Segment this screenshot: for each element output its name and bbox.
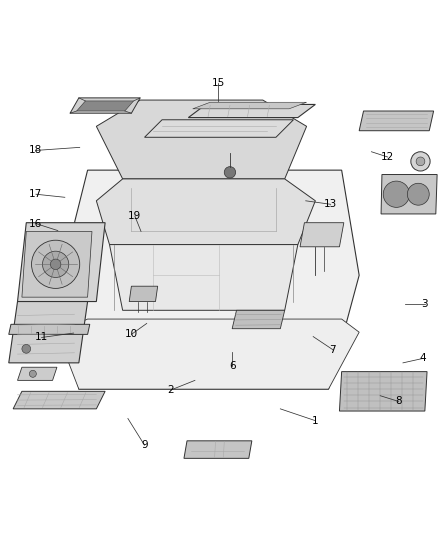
Circle shape [411,152,430,171]
Polygon shape [232,310,285,329]
Polygon shape [70,98,140,113]
Polygon shape [381,174,437,214]
Text: 19: 19 [128,211,141,221]
Polygon shape [61,170,359,389]
Text: 10: 10 [125,329,138,340]
Text: 2: 2 [167,385,174,395]
Polygon shape [9,324,90,334]
Polygon shape [9,302,88,363]
Circle shape [416,157,425,166]
Text: 12: 12 [381,152,394,162]
Polygon shape [22,231,92,297]
Text: 17: 17 [29,189,42,199]
Text: 7: 7 [329,345,336,355]
Text: 8: 8 [395,397,402,406]
Polygon shape [18,223,105,302]
Circle shape [29,370,36,377]
Polygon shape [18,367,57,381]
Polygon shape [193,102,307,109]
Text: 4: 4 [419,353,426,364]
Circle shape [32,240,80,288]
Text: 6: 6 [229,361,236,372]
Circle shape [22,344,31,353]
Polygon shape [145,120,293,138]
Text: 9: 9 [141,440,148,450]
Text: 11: 11 [35,333,48,343]
Text: 16: 16 [29,219,42,229]
Circle shape [42,251,69,278]
Polygon shape [300,223,344,247]
Text: 15: 15 [212,78,225,88]
Polygon shape [110,245,298,310]
Text: 1: 1 [312,416,319,426]
Polygon shape [57,319,359,389]
Circle shape [407,183,429,205]
Polygon shape [359,111,434,131]
Polygon shape [13,391,105,409]
Circle shape [383,181,410,207]
Polygon shape [339,372,427,411]
Polygon shape [96,179,315,245]
Circle shape [224,167,236,178]
Text: 3: 3 [421,298,428,309]
Text: 13: 13 [324,199,337,209]
Text: 18: 18 [29,146,42,156]
Polygon shape [188,104,315,118]
Polygon shape [77,101,134,111]
Polygon shape [129,286,158,302]
Polygon shape [184,441,252,458]
Polygon shape [96,100,307,179]
Circle shape [50,259,61,270]
